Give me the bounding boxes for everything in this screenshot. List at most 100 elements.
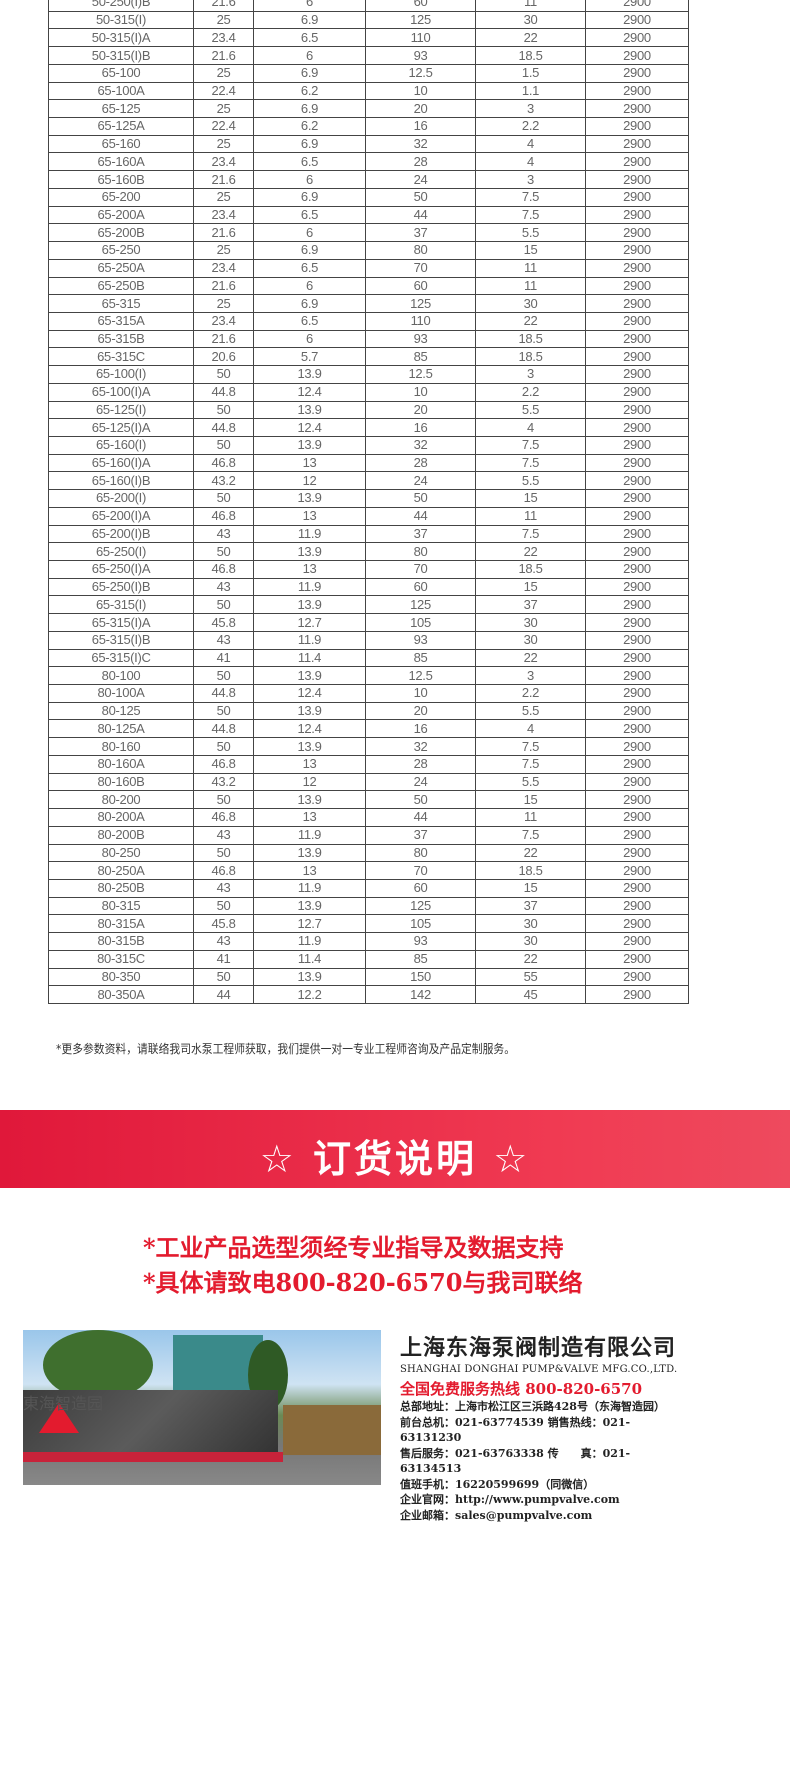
table-cell: 25 [193, 294, 254, 313]
table-cell: 3 [475, 666, 586, 686]
table-cell: 15 [475, 878, 586, 898]
table-cell: 65-315(I)C [48, 648, 194, 668]
table-cell: 11.4 [253, 648, 366, 668]
table-cell: 70 [365, 258, 476, 278]
table-cell: 11.9 [253, 524, 366, 544]
table-cell: 11.9 [253, 932, 366, 951]
table-cell: 7.5 [475, 187, 586, 207]
table-cell: 7.5 [475, 453, 586, 473]
table-cell: 22.4 [193, 81, 254, 101]
table-cell: 10 [365, 81, 476, 101]
table-cell: 21.6 [193, 170, 254, 189]
table-row: 65-200(I) 50 13.9 50 15 2900 [48, 489, 689, 508]
table-cell: 12.7 [253, 613, 366, 632]
table-cell: 22 [475, 843, 586, 863]
table-cell: 2900 [585, 117, 689, 136]
table-row: 65-160(I)A 46.8 13 28 7.5 2900 [48, 453, 689, 473]
table-cell: 4 [475, 719, 586, 739]
email-link[interactable]: 企业邮箱：sales@pumpvalve.com [400, 1508, 593, 1522]
table-cell: 7.5 [475, 754, 586, 774]
table-cell: 60 [365, 0, 476, 12]
table-row: 65-315B 21.6 6 93 18.5 2900 [48, 329, 689, 349]
table-cell: 16 [365, 418, 476, 437]
table-cell: 23.4 [193, 311, 254, 331]
table-cell: 2900 [585, 453, 689, 473]
table-cell: 12.5 [365, 63, 476, 83]
table-cell: 15 [475, 241, 586, 260]
table-cell: 65-250(I)A [48, 560, 194, 579]
website-link[interactable]: 企业官网：http://www.pumpvalve.com [400, 1493, 620, 1506]
table-cell: 2900 [585, 825, 689, 845]
mobile: 值班手机：16220599699（同微信） [400, 1477, 595, 1491]
table-cell: 11 [475, 276, 586, 296]
table-cell: 6.5 [253, 205, 366, 225]
table-cell: 2900 [585, 772, 689, 792]
table-cell: 65-125(I)A [48, 418, 194, 437]
table-cell: 12.4 [253, 684, 366, 703]
table-cell: 65-125 [48, 99, 194, 119]
sign-text: 東海智造园 [23, 1396, 104, 1413]
table-cell: 25 [193, 10, 254, 30]
table-cell: 2900 [585, 223, 689, 243]
table-cell: 2900 [585, 435, 689, 455]
table-cell: 2900 [585, 241, 689, 260]
table-cell: 2900 [585, 294, 689, 313]
table-row: 65-125(I)A 44.8 12.4 16 4 2900 [48, 418, 689, 437]
table-cell: 80-250 [48, 843, 194, 863]
table-cell: 80-160 [48, 737, 194, 756]
table-row: 80-200 50 13.9 50 15 2900 [48, 790, 689, 810]
table-cell: 43 [193, 630, 254, 650]
table-row: 65-315 25 6.9 125 30 2900 [48, 294, 689, 313]
table-cell: 11 [475, 258, 586, 278]
table-cell: 7.5 [475, 825, 586, 845]
table-cell: 15 [475, 790, 586, 810]
tree [43, 1330, 153, 1400]
table-cell: 5.5 [475, 400, 586, 420]
table-cell: 12.5 [365, 365, 476, 384]
table-cell: 2.2 [475, 382, 586, 402]
table-cell: 11 [475, 0, 586, 12]
table-cell: 65-100(I)A [48, 382, 194, 402]
table-cell: 80-100 [48, 666, 194, 686]
table-cell: 2900 [585, 648, 689, 668]
table-cell: 6.5 [253, 311, 366, 331]
table-cell: 2900 [585, 63, 689, 83]
table-cell: 7.5 [475, 737, 586, 756]
table-cell: 2900 [585, 967, 689, 987]
table-cell: 2900 [585, 737, 689, 756]
table-cell: 2900 [585, 10, 689, 30]
table-row: 80-250 50 13.9 80 22 2900 [48, 843, 689, 863]
table-cell: 22.4 [193, 117, 254, 136]
table-cell: 46.8 [193, 861, 254, 880]
table-row: 80-200B 43 11.9 37 7.5 2900 [48, 825, 689, 845]
table-cell: 24 [365, 471, 476, 491]
table-cell: 32 [365, 134, 476, 154]
table-cell: 6 [253, 223, 366, 243]
table-row: 65-250B 21.6 6 60 11 2900 [48, 276, 689, 296]
table-cell: 65-200B [48, 223, 194, 243]
table-cell: 110 [365, 28, 476, 48]
table-cell: 2900 [585, 790, 689, 810]
table-cell: 6.9 [253, 241, 366, 260]
table-cell: 70 [365, 861, 476, 880]
table-cell: 44.8 [193, 684, 254, 703]
table-cell: 2900 [585, 347, 689, 367]
table-cell: 2900 [585, 46, 689, 65]
table-cell: 65-100A [48, 81, 194, 101]
table-cell: 18.5 [475, 560, 586, 579]
table-cell: 24 [365, 772, 476, 792]
table-row: 80-200A 46.8 13 44 11 2900 [48, 808, 689, 827]
table-cell: 15 [475, 489, 586, 508]
table-cell: 12.7 [253, 914, 366, 934]
table-cell: 13.9 [253, 542, 366, 561]
table-cell: 28 [365, 453, 476, 473]
table-cell: 50 [193, 435, 254, 455]
table-cell: 11.9 [253, 825, 366, 845]
table-cell: 11 [475, 808, 586, 827]
table-cell: 80-125 [48, 701, 194, 721]
table-cell: 65-200A [48, 205, 194, 225]
table-cell: 44.8 [193, 382, 254, 402]
table-cell: 22 [475, 28, 586, 48]
table-row: 65-315(I) 50 13.9 125 37 2900 [48, 595, 689, 615]
table-cell: 13.9 [253, 365, 366, 384]
